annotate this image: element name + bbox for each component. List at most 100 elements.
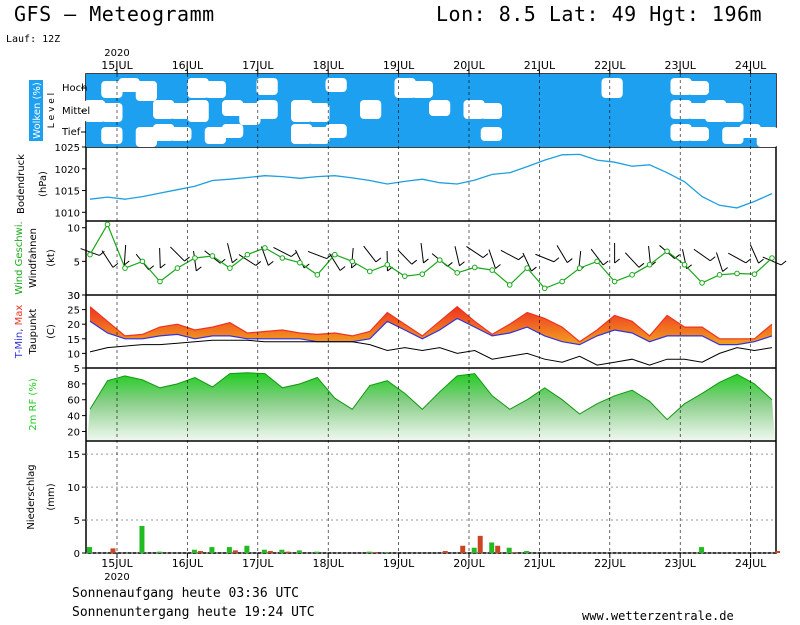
cloud-clear-cell (480, 127, 502, 141)
wind-speed-point (297, 259, 303, 266)
cloud-clear-cell (670, 124, 692, 141)
cloud-clear-cell (480, 103, 502, 119)
wind-speed-point (209, 253, 216, 259)
precip-bar-green (191, 549, 197, 553)
wind-barb-flag (602, 260, 609, 266)
cloud-clear-cell (325, 78, 347, 92)
wind-barb-flag (638, 262, 645, 268)
cloud-clear-cell (308, 103, 330, 122)
day-label-bottom: 15JUL (101, 557, 133, 570)
cloud-clear-cell (429, 100, 451, 116)
wind-speed-point (629, 272, 635, 278)
wind-tick-label: 10 (67, 224, 80, 235)
wind-speed-point (384, 261, 391, 268)
cloud-clear-cell (687, 103, 709, 119)
pressure-axis-title: Bodendruck (16, 154, 27, 214)
precip-bar-green (209, 547, 215, 553)
cloud-clear-cell (187, 100, 209, 122)
wind-speed-point (401, 273, 408, 279)
wind-barb (273, 247, 292, 257)
wind-speed-point (576, 265, 583, 271)
wind-barb-flag (159, 263, 166, 269)
cloud-clear-cell (722, 127, 744, 144)
precip-bar-green (139, 525, 145, 553)
precip-bar-green (366, 551, 372, 553)
precip-bar-red (267, 551, 273, 553)
cloud-clear-cell (687, 81, 709, 95)
precip-bar-green (489, 542, 495, 553)
wind-barb (522, 252, 532, 272)
wind-speed-point (122, 265, 128, 271)
cloud-clear-cell (222, 100, 244, 116)
precip-bar-green (471, 547, 477, 553)
wind-barb (123, 244, 127, 266)
day-label-top: 19JUL (383, 59, 415, 72)
pressure-line (89, 153, 773, 209)
wind-speed-point (454, 270, 461, 276)
wind-barb-flag (423, 258, 429, 264)
wind-barb-flag (459, 261, 465, 267)
wind-barb (170, 246, 185, 262)
wind-speed-line (89, 223, 773, 290)
cloud-level-mittel: Mittel (62, 106, 90, 117)
precip-bar-green (156, 551, 162, 553)
precip-bar-green (384, 552, 390, 553)
wind-speed-point (524, 265, 530, 271)
day-label-top: 21JUL (524, 59, 556, 72)
wind-speed-point (699, 280, 705, 286)
precip-bar-green (279, 549, 285, 553)
day-label-bottom: 24JUL (735, 557, 767, 570)
wind-barb-flag (709, 256, 716, 262)
wind-barb-flag (758, 258, 764, 264)
dewpoint-line (89, 339, 773, 366)
wind-axis-title: Wind Geschwi. (14, 221, 25, 294)
wind-barb (624, 252, 640, 268)
temp-max-line (89, 305, 773, 343)
wind-barb (454, 246, 460, 266)
pressure-tick-label: 1020 (55, 165, 80, 176)
wind-barb (762, 256, 782, 266)
cloud-clear-cell (756, 127, 778, 147)
precip-bar-red (110, 548, 116, 553)
wind-speed-point (506, 282, 513, 288)
cloud-clear-cell (118, 78, 140, 92)
wind-speed-point (349, 258, 356, 265)
day-label-bottom: 21JUL (524, 557, 556, 570)
cloud-clear-cell (101, 127, 123, 144)
wind-barb (260, 246, 269, 266)
precip-tick-label: 0 (74, 549, 80, 560)
wind-barb-flag (722, 267, 728, 272)
precip-bar-green (506, 547, 512, 553)
wind-barb (556, 245, 568, 263)
temp-tick-label: 20 (67, 320, 80, 331)
wind-speed-point (751, 271, 758, 277)
cloud-axis-title: Wolken (%) (32, 82, 43, 139)
wind-barb-flag (267, 261, 274, 266)
pressure-axis-unit: (hPa) (38, 171, 49, 197)
cloud-clear-cell (135, 81, 157, 101)
cloud-clear-cell (222, 124, 244, 138)
wind-speed-point (769, 255, 775, 261)
wind-speed-point (681, 261, 688, 268)
cloud-clear-cell (170, 127, 192, 141)
cloud-clear-cell (291, 100, 313, 122)
temp-tick-label: 30 (67, 291, 80, 302)
cloud-clear-cell (601, 78, 623, 98)
wind-speed-point (87, 251, 93, 258)
temp-axis-title: T-Min, Max (14, 305, 25, 360)
wind-tick-label: 5 (74, 257, 80, 268)
temp-max-label: Max (14, 305, 25, 326)
wind-speed-point (419, 271, 426, 277)
precip-bar-green (244, 545, 250, 553)
wind-speed-point (244, 251, 251, 258)
precip-bar-green (296, 550, 302, 553)
sunset-text: Sonnenuntergang heute 19:24 UTC (72, 605, 315, 620)
wind-barb-flag (255, 261, 262, 266)
wind-speed-point (279, 255, 286, 261)
humidity-tick-label: 40 (67, 412, 80, 423)
cloud-level-tief: Tief (61, 127, 81, 138)
wind-barb-flag (495, 264, 501, 269)
wind-barb-flag (375, 257, 382, 263)
wind-barb-flag (184, 256, 190, 262)
model-run-label: Lauf: 12Z (6, 34, 61, 45)
